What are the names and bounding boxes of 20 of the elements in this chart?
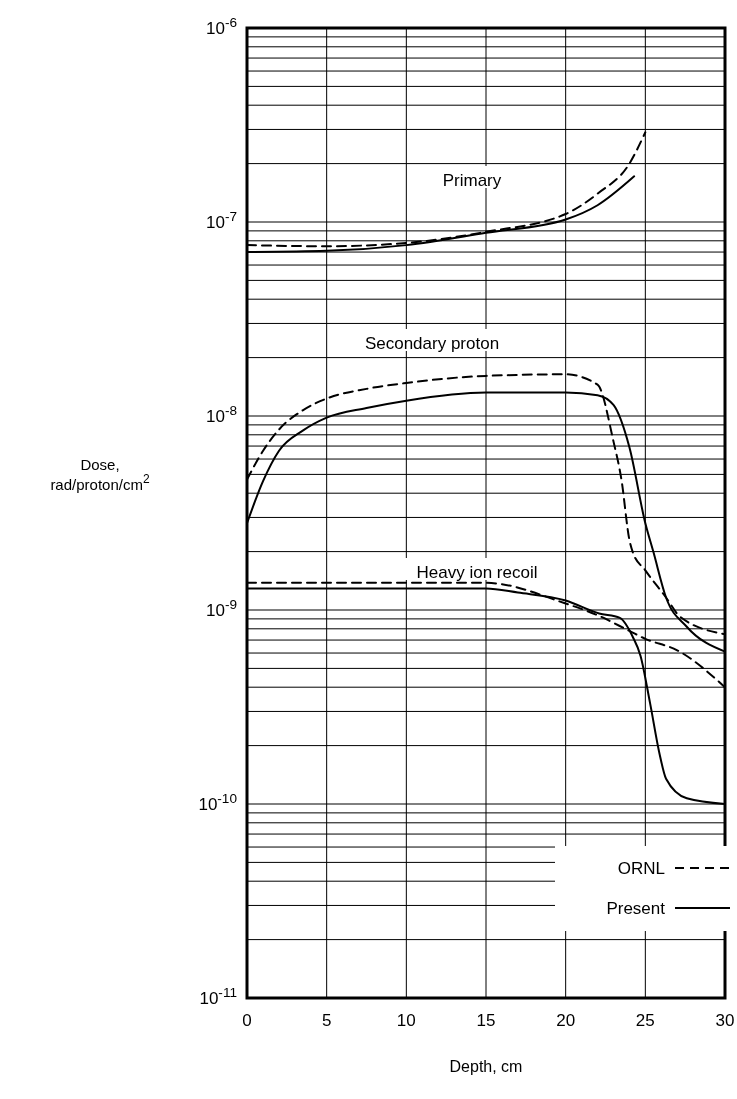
y-tick-label: 10$^{-7}$ — [205, 208, 237, 232]
x-tick-label: 10 — [396, 1011, 416, 1030]
annotation: Secondary proton — [364, 334, 500, 353]
x-tick-label: 30 — [715, 1011, 735, 1030]
annotation: Heavy ion recoil — [416, 563, 538, 582]
y-tick-label: 10$^{-10}$ — [198, 790, 238, 814]
x-axis-title: Depth, cm — [449, 1058, 523, 1075]
legend-label: Present — [606, 899, 666, 918]
y-axis-title: Dose, rad/proton/cm$^{2}$ — [50, 456, 150, 493]
legend-label: ORNL — [617, 859, 665, 878]
x-tick-label: 25 — [635, 1011, 655, 1030]
x-tick-label: 0 — [242, 1011, 252, 1030]
x-tick-label: 5 — [321, 1011, 332, 1030]
x-tick-label: 15 — [476, 1011, 496, 1030]
y-tick-label: 10$^{-11}$ — [199, 984, 237, 1008]
annotation: Primary — [442, 171, 502, 190]
y-tick-label: 10$^{-6}$ — [205, 14, 237, 38]
y-tick-label: 10$^{-8}$ — [205, 402, 237, 426]
x-tick-label: 20 — [556, 1011, 576, 1030]
y-tick-label: 10$^{-9}$ — [205, 596, 237, 620]
